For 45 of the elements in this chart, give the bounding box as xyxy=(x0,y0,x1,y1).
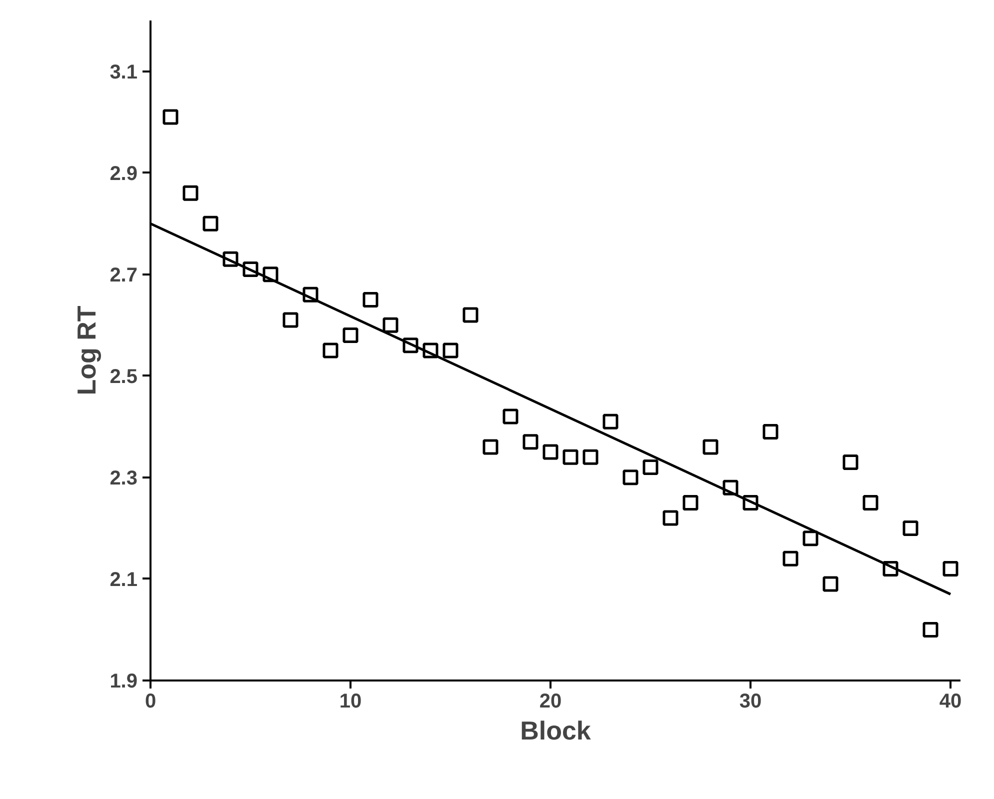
point xyxy=(642,460,658,476)
point xyxy=(462,307,478,323)
point xyxy=(542,444,558,460)
point xyxy=(482,439,498,455)
point xyxy=(162,109,178,125)
point xyxy=(582,449,598,465)
point xyxy=(362,292,378,308)
y-tick-label: 2.1 xyxy=(110,568,138,591)
x-tick-label: 20 xyxy=(539,690,562,712)
point xyxy=(662,510,678,526)
point xyxy=(942,561,958,577)
point xyxy=(782,550,798,566)
y-tick-label: 2.9 xyxy=(110,162,138,185)
y-tick-label: 1.9 xyxy=(110,670,138,692)
point xyxy=(902,520,918,536)
x-tick-label: 40 xyxy=(939,690,962,712)
x-tick-label: 10 xyxy=(339,690,362,712)
point xyxy=(622,470,638,486)
point xyxy=(842,454,858,470)
point xyxy=(322,342,338,358)
x-axis-title: Block xyxy=(520,716,592,746)
y-tick-label: 2.5 xyxy=(110,366,138,388)
point xyxy=(802,530,818,546)
point xyxy=(442,342,458,358)
point xyxy=(522,434,538,450)
x-tick-label: 0 xyxy=(144,690,156,712)
point xyxy=(922,622,938,638)
x-tick-label: 30 xyxy=(739,690,762,712)
y-tick-label: 2.3 xyxy=(110,467,138,490)
point xyxy=(562,449,578,465)
point xyxy=(202,216,218,232)
y-tick-label: 3.1 xyxy=(110,61,138,84)
point xyxy=(182,185,198,201)
point xyxy=(342,328,358,344)
point xyxy=(282,312,298,328)
point xyxy=(702,439,718,455)
y-axis-title: Log RT xyxy=(72,306,102,396)
point xyxy=(682,495,698,511)
point xyxy=(502,408,518,424)
point xyxy=(602,414,618,430)
point xyxy=(862,495,878,511)
y-tick-label: 2.7 xyxy=(110,264,138,286)
point xyxy=(382,317,398,333)
point xyxy=(762,424,778,440)
point xyxy=(822,576,838,592)
